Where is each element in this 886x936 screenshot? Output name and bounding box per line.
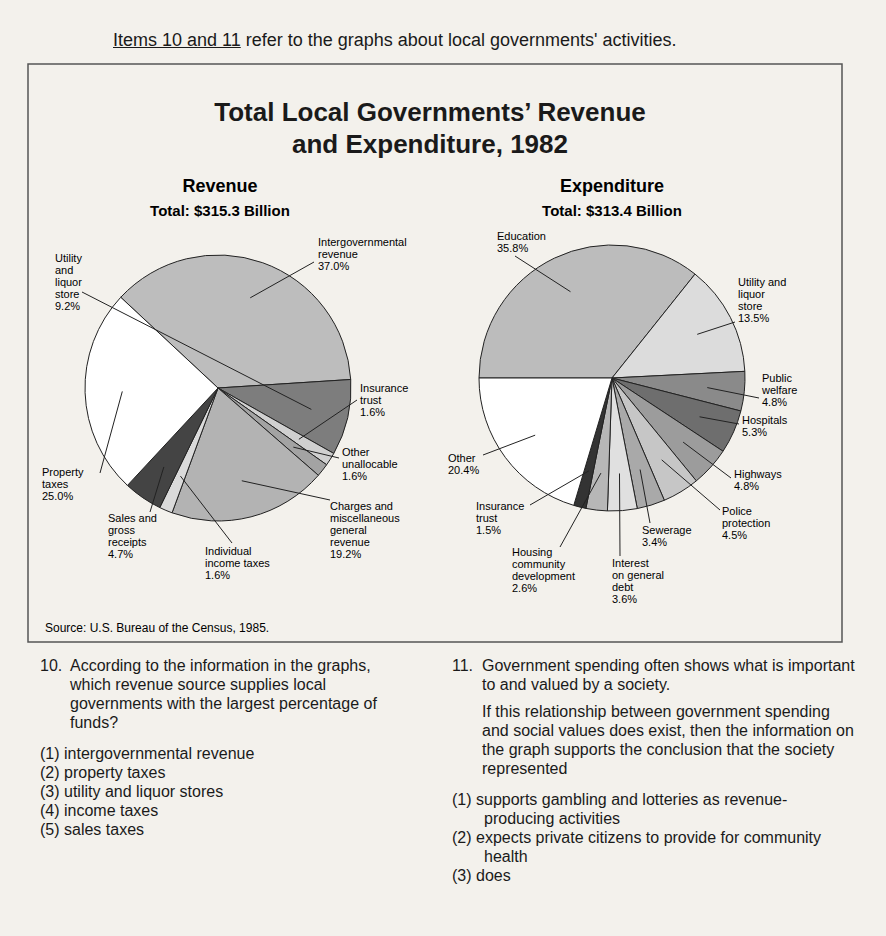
question-text: 11.Government spending often shows what … [452,656,857,694]
slice-label: Hospitals [742,414,788,426]
header-underlined: Items 10 and 11 [113,30,241,50]
options: (1) supports gambling and lotteries as r… [452,790,857,885]
option: (1) supports gambling and lotteries as r… [452,790,857,828]
question-body: If this relationship between government … [482,703,854,777]
slice-value: 2.6% [512,582,537,594]
slice-label: Intergovernmentalrevenue [318,236,407,260]
question-number: 11. [452,656,482,675]
source: Source: U.S. Bureau of the Census, 1985. [45,621,269,635]
slice-value: 4.5% [722,529,747,541]
slice-label: Insurancetrust [476,500,524,524]
slice-label: Utilityandliquorstore [55,252,82,300]
leader-line [250,262,314,298]
option: (3) utility and liquor stores [40,782,412,801]
slice-label: Intereston generaldebt [612,557,664,593]
chart-title: Expenditure [560,176,664,196]
slice-label: Sales andgrossreceipts [108,512,157,548]
leader-line [293,447,339,458]
leader-line [707,388,759,398]
slice-label: Education [497,230,546,242]
leader-line [619,473,621,556]
question-number: 10. [40,656,70,675]
slice-label: Highways [734,468,782,480]
leader-line [662,460,720,510]
slice-value: 3.6% [612,593,637,605]
frame [28,64,842,642]
leader-line [82,292,311,409]
slice-value: 1.5% [476,524,501,536]
slice-value: 25.0% [42,490,73,502]
leader-line [100,391,122,473]
question: 11.Government spending often shows what … [452,656,857,885]
option: (2) property taxes [40,763,412,782]
leader-line [483,435,535,455]
slice-value: 4.8% [734,480,759,492]
slice-value: 4.8% [762,396,787,408]
slice-value: 13.5% [738,312,769,324]
pie-slice [607,378,637,511]
header: Items 10 and 11refer to the graphs about… [113,30,676,51]
header-text: refer to the graphs about local governme… [246,30,677,50]
chart-subtitle: Total: $313.4 Billion [542,202,682,219]
slice-label: Policeprotection [722,505,770,529]
leader-line [515,256,570,292]
chart-title: Revenue [182,176,257,196]
slice-value: 35.8% [497,242,528,254]
slice-label: Otherunallocable [342,446,398,470]
question: 10.According to the information in the g… [40,656,412,839]
slice-value: 1.6% [342,470,367,482]
slice-value: 37.0% [318,260,349,272]
question-body: Government spending often shows what is … [482,657,855,693]
pie-slice [479,378,612,505]
option: (2) expects private citizens to provide … [452,828,857,866]
question-text: If this relationship between government … [452,702,857,778]
slice-label: Insurancetrust [360,382,408,406]
option: (3) does [452,866,857,885]
leader-line [242,481,330,500]
slice-label: Propertytaxes [42,466,84,490]
slice-value: 19.2% [330,548,361,560]
leader-line [683,442,731,478]
slice-label: Housingcommunitydevelopment [512,546,575,582]
leader-line [530,471,589,505]
chart-subtitle: Total: $315.3 Billion [150,202,290,219]
slice-label: Utility andliquorstore [738,276,786,312]
slice-label: Other [448,452,476,464]
main-title: Total Local Governments’ Revenue and Exp… [195,96,665,160]
pie-slice [612,274,745,378]
slice-label: Publicwelfare [761,372,797,396]
leader-line [640,470,650,523]
pie-slice [85,297,218,485]
option: (1) intergovernmental revenue [40,744,412,763]
slice-label: Charges andmiscellaneousgeneralrevenue [330,500,400,548]
slice-value: 1.6% [360,406,385,418]
slices [85,255,351,521]
leader-line [700,417,739,424]
slices [479,245,745,511]
question-text: 10.According to the information in the g… [40,656,412,732]
option: (4) income taxes [40,801,412,820]
options: (1) intergovernmental revenue(2) propert… [40,744,412,839]
question-body: According to the information in the grap… [70,657,377,731]
slice-value: 1.6% [205,569,230,581]
slice-value: 3.4% [642,536,667,548]
option: (5) sales taxes [40,820,412,839]
slice-value: 4.7% [108,548,133,560]
slice-label: Sewerage [642,524,692,536]
slice-value: 5.3% [742,426,767,438]
leader-line [697,322,735,334]
slice-label: Individualincome taxes [205,545,270,569]
leader-line [180,476,232,543]
leader-line [299,400,357,439]
leader-line [150,467,164,512]
slice-value: 20.4% [448,464,479,476]
slice-value: 9.2% [55,300,80,312]
